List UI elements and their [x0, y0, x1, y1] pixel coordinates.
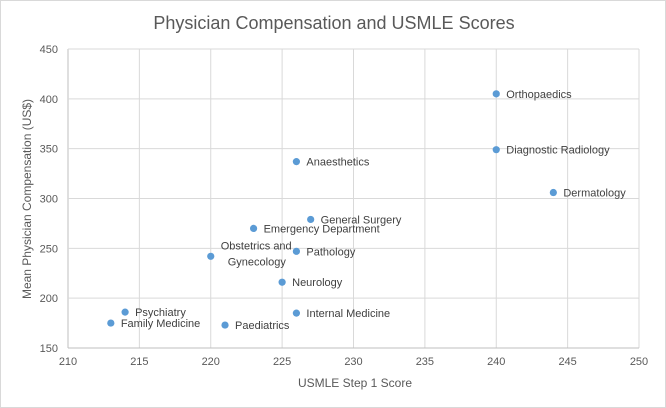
- x-tick-label: 240: [487, 356, 505, 368]
- x-tick-label: 230: [344, 356, 362, 368]
- x-tick-label: 245: [558, 356, 576, 368]
- point-label: Internal Medicine: [306, 308, 390, 320]
- point-label: Emergency Department: [264, 223, 380, 235]
- data-point: [221, 321, 229, 329]
- y-tick-label: 250: [40, 243, 58, 255]
- data-point: [292, 309, 300, 317]
- gridlines: [67, 48, 640, 349]
- data-point: [492, 90, 500, 98]
- y-tick-label: 400: [40, 94, 58, 106]
- data-point: [292, 247, 300, 255]
- point-label: Obstetrics and Gynecology: [221, 240, 292, 268]
- data-point: [307, 215, 315, 224]
- tick-labels: 210 215 220 225 230 235 240 245 250 150 200 250 300 3…: [40, 44, 649, 368]
- chart-title: Physician Compensation and USMLE Scores: [153, 13, 514, 33]
- data-point: [292, 158, 300, 166]
- point-label: Orthopaedics: [506, 89, 572, 101]
- data-point: [549, 188, 557, 197]
- y-axis-label: Mean Physician Compensation (US$): [20, 99, 34, 299]
- x-tick-label: 210: [59, 356, 77, 368]
- x-tick-label: 225: [273, 356, 291, 368]
- data-point: [121, 308, 129, 316]
- data-point: [207, 252, 215, 260]
- data-points: [107, 90, 557, 329]
- data-point: [278, 278, 286, 286]
- y-tick-label: 150: [40, 343, 58, 355]
- point-label: Paediatrics: [235, 320, 290, 332]
- point-label: Psychiatry: [135, 307, 186, 319]
- x-tick-label: 215: [130, 356, 148, 368]
- point-label: Family Medicine: [121, 318, 200, 330]
- point-label: Neurology: [292, 277, 343, 289]
- x-tick-label: 250: [630, 356, 648, 368]
- y-tick-label: 450: [40, 44, 58, 56]
- data-point: [249, 224, 258, 232]
- y-tick-label: 350: [40, 144, 58, 156]
- point-label: Pathology: [306, 246, 355, 258]
- y-tick-label: 300: [40, 194, 58, 206]
- data-point: [107, 319, 115, 327]
- data-point: [492, 146, 500, 154]
- x-tick-label: 220: [202, 356, 220, 368]
- point-label: Diagnostic Radiology: [506, 145, 610, 157]
- y-tick-label: 200: [40, 293, 58, 305]
- point-label: Dermatology: [563, 188, 626, 200]
- point-label: General Surgery: [321, 214, 402, 226]
- x-tick-label: 235: [416, 356, 434, 368]
- point-label: Anaesthetics: [306, 157, 369, 169]
- point-labels: Orthopaedics Diagnostic Radiology Dermatol…: [121, 89, 626, 332]
- x-axis-label: USMLE Step 1 Score: [298, 376, 412, 390]
